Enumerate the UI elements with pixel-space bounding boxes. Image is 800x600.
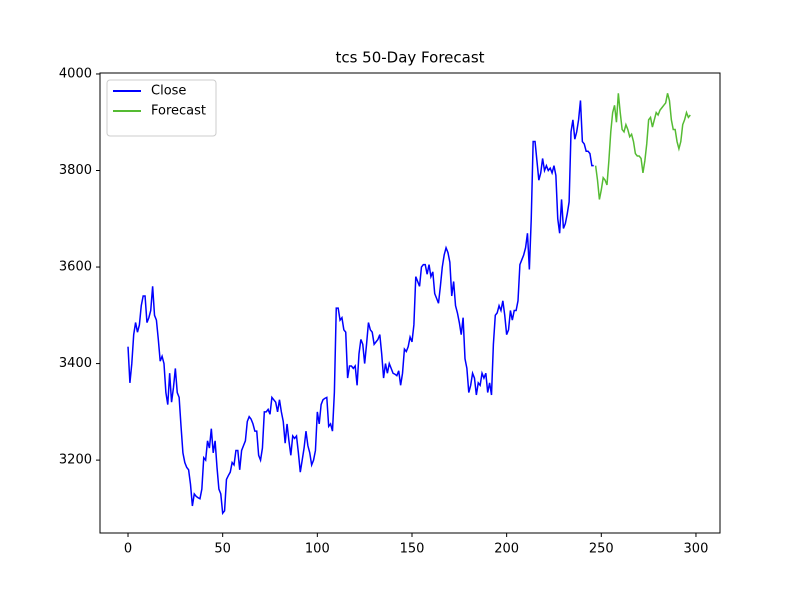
legend-label: Close: [151, 84, 186, 99]
legend-box: [106, 79, 217, 137]
x-tick-label: 0: [124, 542, 132, 557]
y-tick-label: 3400: [59, 356, 92, 371]
x-tick-label: 300: [684, 542, 709, 557]
x-tick-label: 250: [589, 542, 614, 557]
line-series: [127, 100, 594, 516]
y-tick-label: 3800: [59, 163, 92, 178]
line-series: [594, 93, 691, 200]
y-tick-label: 3200: [59, 453, 92, 468]
legend-label: Forecast: [151, 104, 206, 119]
x-tick-label: 200: [494, 542, 519, 557]
x-tick-label: 50: [214, 542, 231, 557]
chart-title: tcs 50-Day Forecast: [335, 49, 484, 67]
x-tick-label: 150: [400, 542, 425, 557]
x-tick-label: 100: [305, 542, 330, 557]
plot-frame: [99, 72, 721, 534]
y-tick-label: 3600: [59, 260, 92, 275]
y-tick-label: 4000: [59, 66, 92, 81]
